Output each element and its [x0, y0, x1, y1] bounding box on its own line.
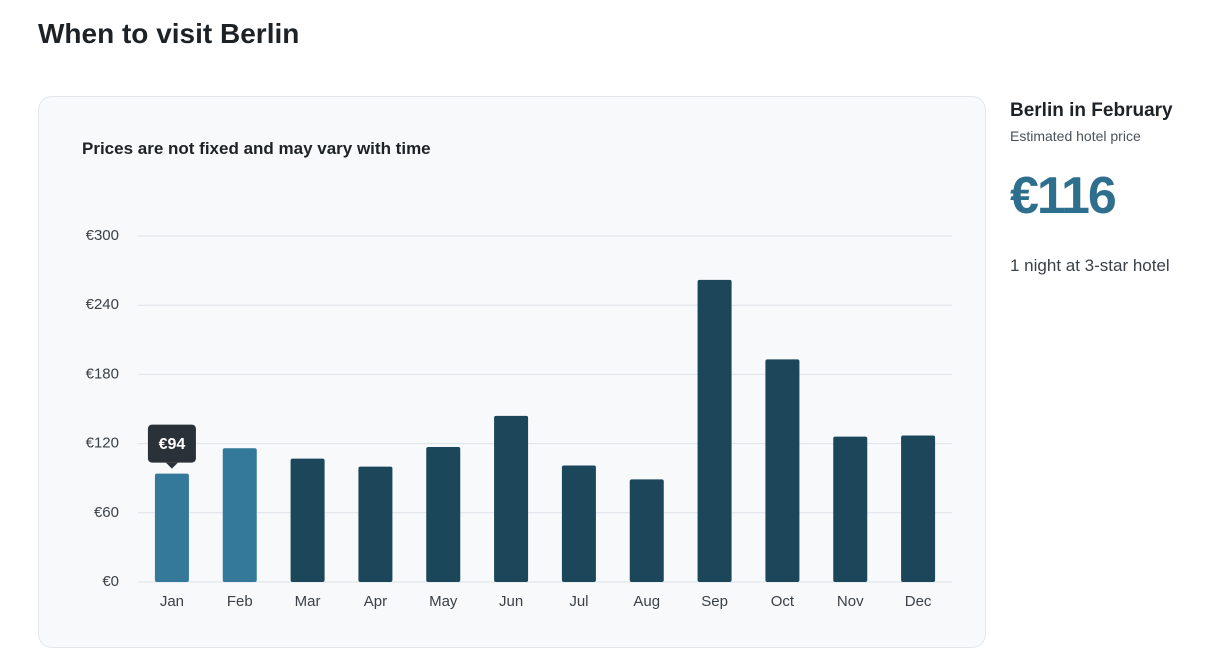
- y-tick-label: €60: [94, 504, 119, 521]
- x-tick-label: Jun: [499, 593, 523, 610]
- x-tick-label: Nov: [837, 593, 864, 610]
- x-tick-label: Sep: [701, 593, 728, 610]
- bar: [358, 466, 393, 582]
- x-tick-label: Feb: [227, 593, 253, 610]
- bar: [222, 448, 257, 582]
- value-label: €94: [159, 436, 186, 453]
- side-note: 1 night at 3-star hotel: [1010, 256, 1170, 275]
- y-tick-label: €300: [86, 227, 119, 244]
- side-panel: Berlin in February Estimated hotel price…: [1010, 100, 1173, 276]
- bar: [697, 279, 732, 582]
- bar: [629, 479, 664, 582]
- x-tick-label: Oct: [771, 593, 795, 610]
- bar: [426, 447, 461, 582]
- side-heading: Berlin in February: [1010, 100, 1173, 121]
- x-tick-label: May: [429, 593, 458, 610]
- bar: [901, 435, 936, 582]
- chart-subtitle: Prices are not fixed and may vary with t…: [82, 139, 431, 158]
- y-tick-label: €180: [86, 365, 119, 382]
- x-tick-label: Jul: [569, 593, 588, 610]
- bar: [765, 359, 800, 582]
- x-tick-label: Aug: [633, 593, 660, 610]
- tooltip-box: [147, 424, 196, 463]
- bar: [290, 458, 325, 582]
- tooltip-pointer: [165, 462, 178, 469]
- bar: [154, 473, 189, 582]
- y-tick-label: €240: [86, 296, 119, 313]
- bar: [561, 465, 596, 582]
- bar: [833, 436, 868, 582]
- page-title: When to visit Berlin: [38, 18, 300, 49]
- bar: [494, 415, 529, 582]
- x-tick-label: Jan: [160, 593, 184, 610]
- x-tick-label: Dec: [905, 593, 932, 610]
- side-caption: Estimated hotel price: [1010, 128, 1141, 144]
- y-tick-label: €0: [102, 573, 119, 590]
- x-tick-label: Mar: [295, 593, 321, 610]
- x-tick-label: Apr: [364, 593, 387, 610]
- y-tick-label: €120: [86, 435, 119, 452]
- side-price: €116: [1010, 167, 1117, 225]
- tooltip: €94: [147, 424, 196, 469]
